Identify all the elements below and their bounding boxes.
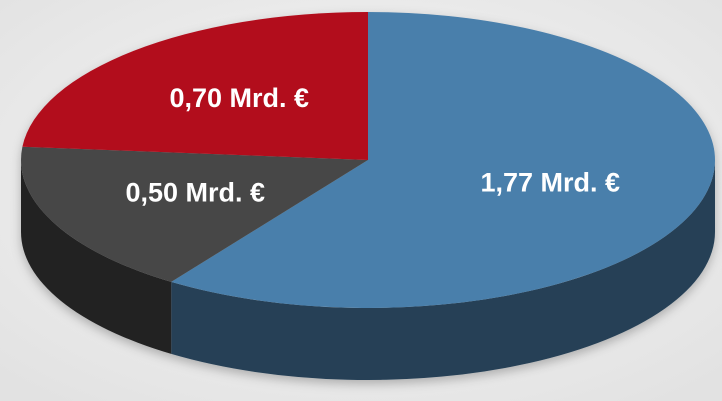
slice-side — [21, 160, 172, 354]
pie — [20, 12, 715, 380]
slice-side — [171, 160, 715, 380]
slice — [22, 12, 369, 160]
data-label: 0,70 Mrd. € — [169, 83, 309, 113]
slice — [171, 12, 715, 308]
data-label: 0,50 Mrd. € — [125, 178, 265, 208]
slice — [20, 146, 368, 282]
labels: 1,77 Mrd. € 0,50 Mrd. € 0,70 Mrd. € — [125, 83, 620, 208]
data-label: 1,77 Mrd. € — [480, 167, 620, 197]
